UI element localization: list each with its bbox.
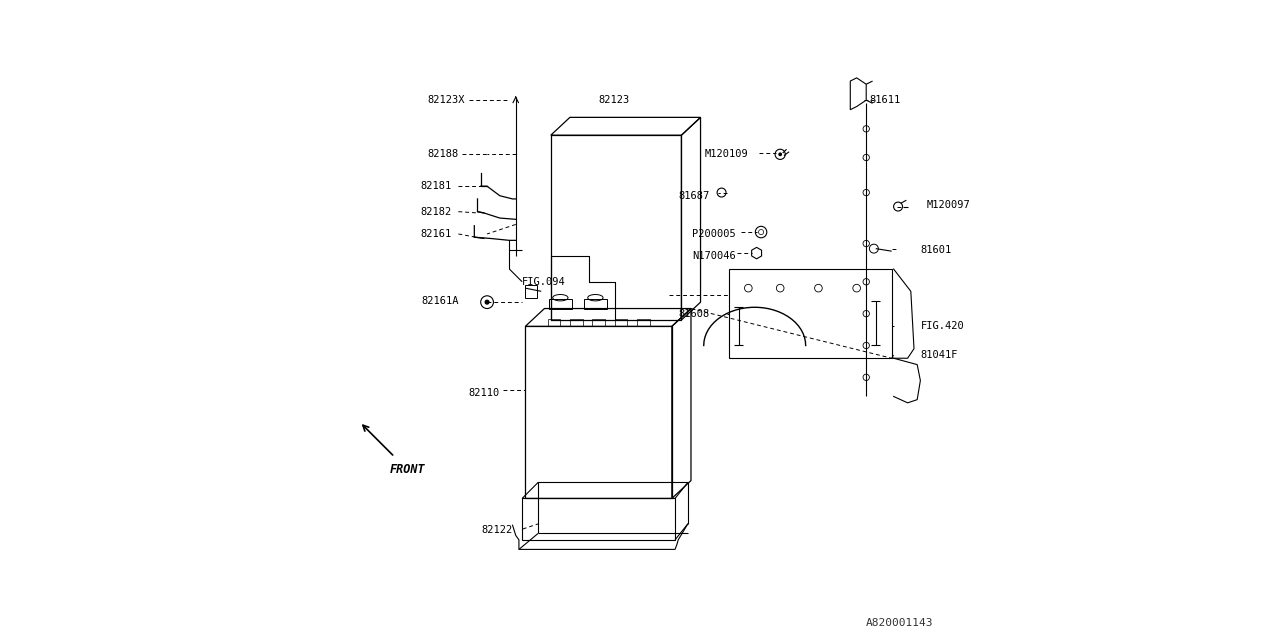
Bar bbox=[548, 319, 561, 326]
Text: FIG.094: FIG.094 bbox=[522, 276, 566, 287]
Text: 82188: 82188 bbox=[428, 149, 458, 159]
Bar bbox=[570, 319, 582, 326]
Text: A820001143: A820001143 bbox=[865, 618, 933, 628]
Text: 81041F: 81041F bbox=[920, 350, 957, 360]
Bar bbox=[584, 299, 607, 308]
Text: FIG.420: FIG.420 bbox=[920, 321, 964, 332]
Circle shape bbox=[485, 300, 490, 305]
Bar bbox=[593, 319, 605, 326]
Text: FRONT: FRONT bbox=[389, 463, 425, 476]
Text: 82110: 82110 bbox=[468, 388, 499, 398]
Text: 82161A: 82161A bbox=[421, 296, 458, 306]
Text: 82123X: 82123X bbox=[428, 95, 465, 105]
Text: 82181: 82181 bbox=[421, 181, 452, 191]
Text: M120109: M120109 bbox=[704, 149, 749, 159]
Text: N170046: N170046 bbox=[691, 252, 736, 261]
Text: 82122: 82122 bbox=[481, 525, 512, 535]
Circle shape bbox=[778, 152, 782, 156]
Text: 82123: 82123 bbox=[599, 95, 630, 105]
Bar bbox=[614, 319, 627, 326]
Text: 82161: 82161 bbox=[421, 229, 452, 239]
Bar bbox=[637, 319, 649, 326]
Text: 82182: 82182 bbox=[421, 207, 452, 217]
Text: 81601: 81601 bbox=[920, 245, 951, 255]
Text: 81687: 81687 bbox=[678, 191, 710, 201]
Text: P200005: P200005 bbox=[691, 229, 736, 239]
Bar bbox=[549, 299, 572, 308]
Bar bbox=[525, 285, 536, 298]
Text: M120097: M120097 bbox=[927, 200, 970, 211]
Text: 81611: 81611 bbox=[869, 95, 901, 105]
Text: 81608: 81608 bbox=[678, 308, 710, 319]
